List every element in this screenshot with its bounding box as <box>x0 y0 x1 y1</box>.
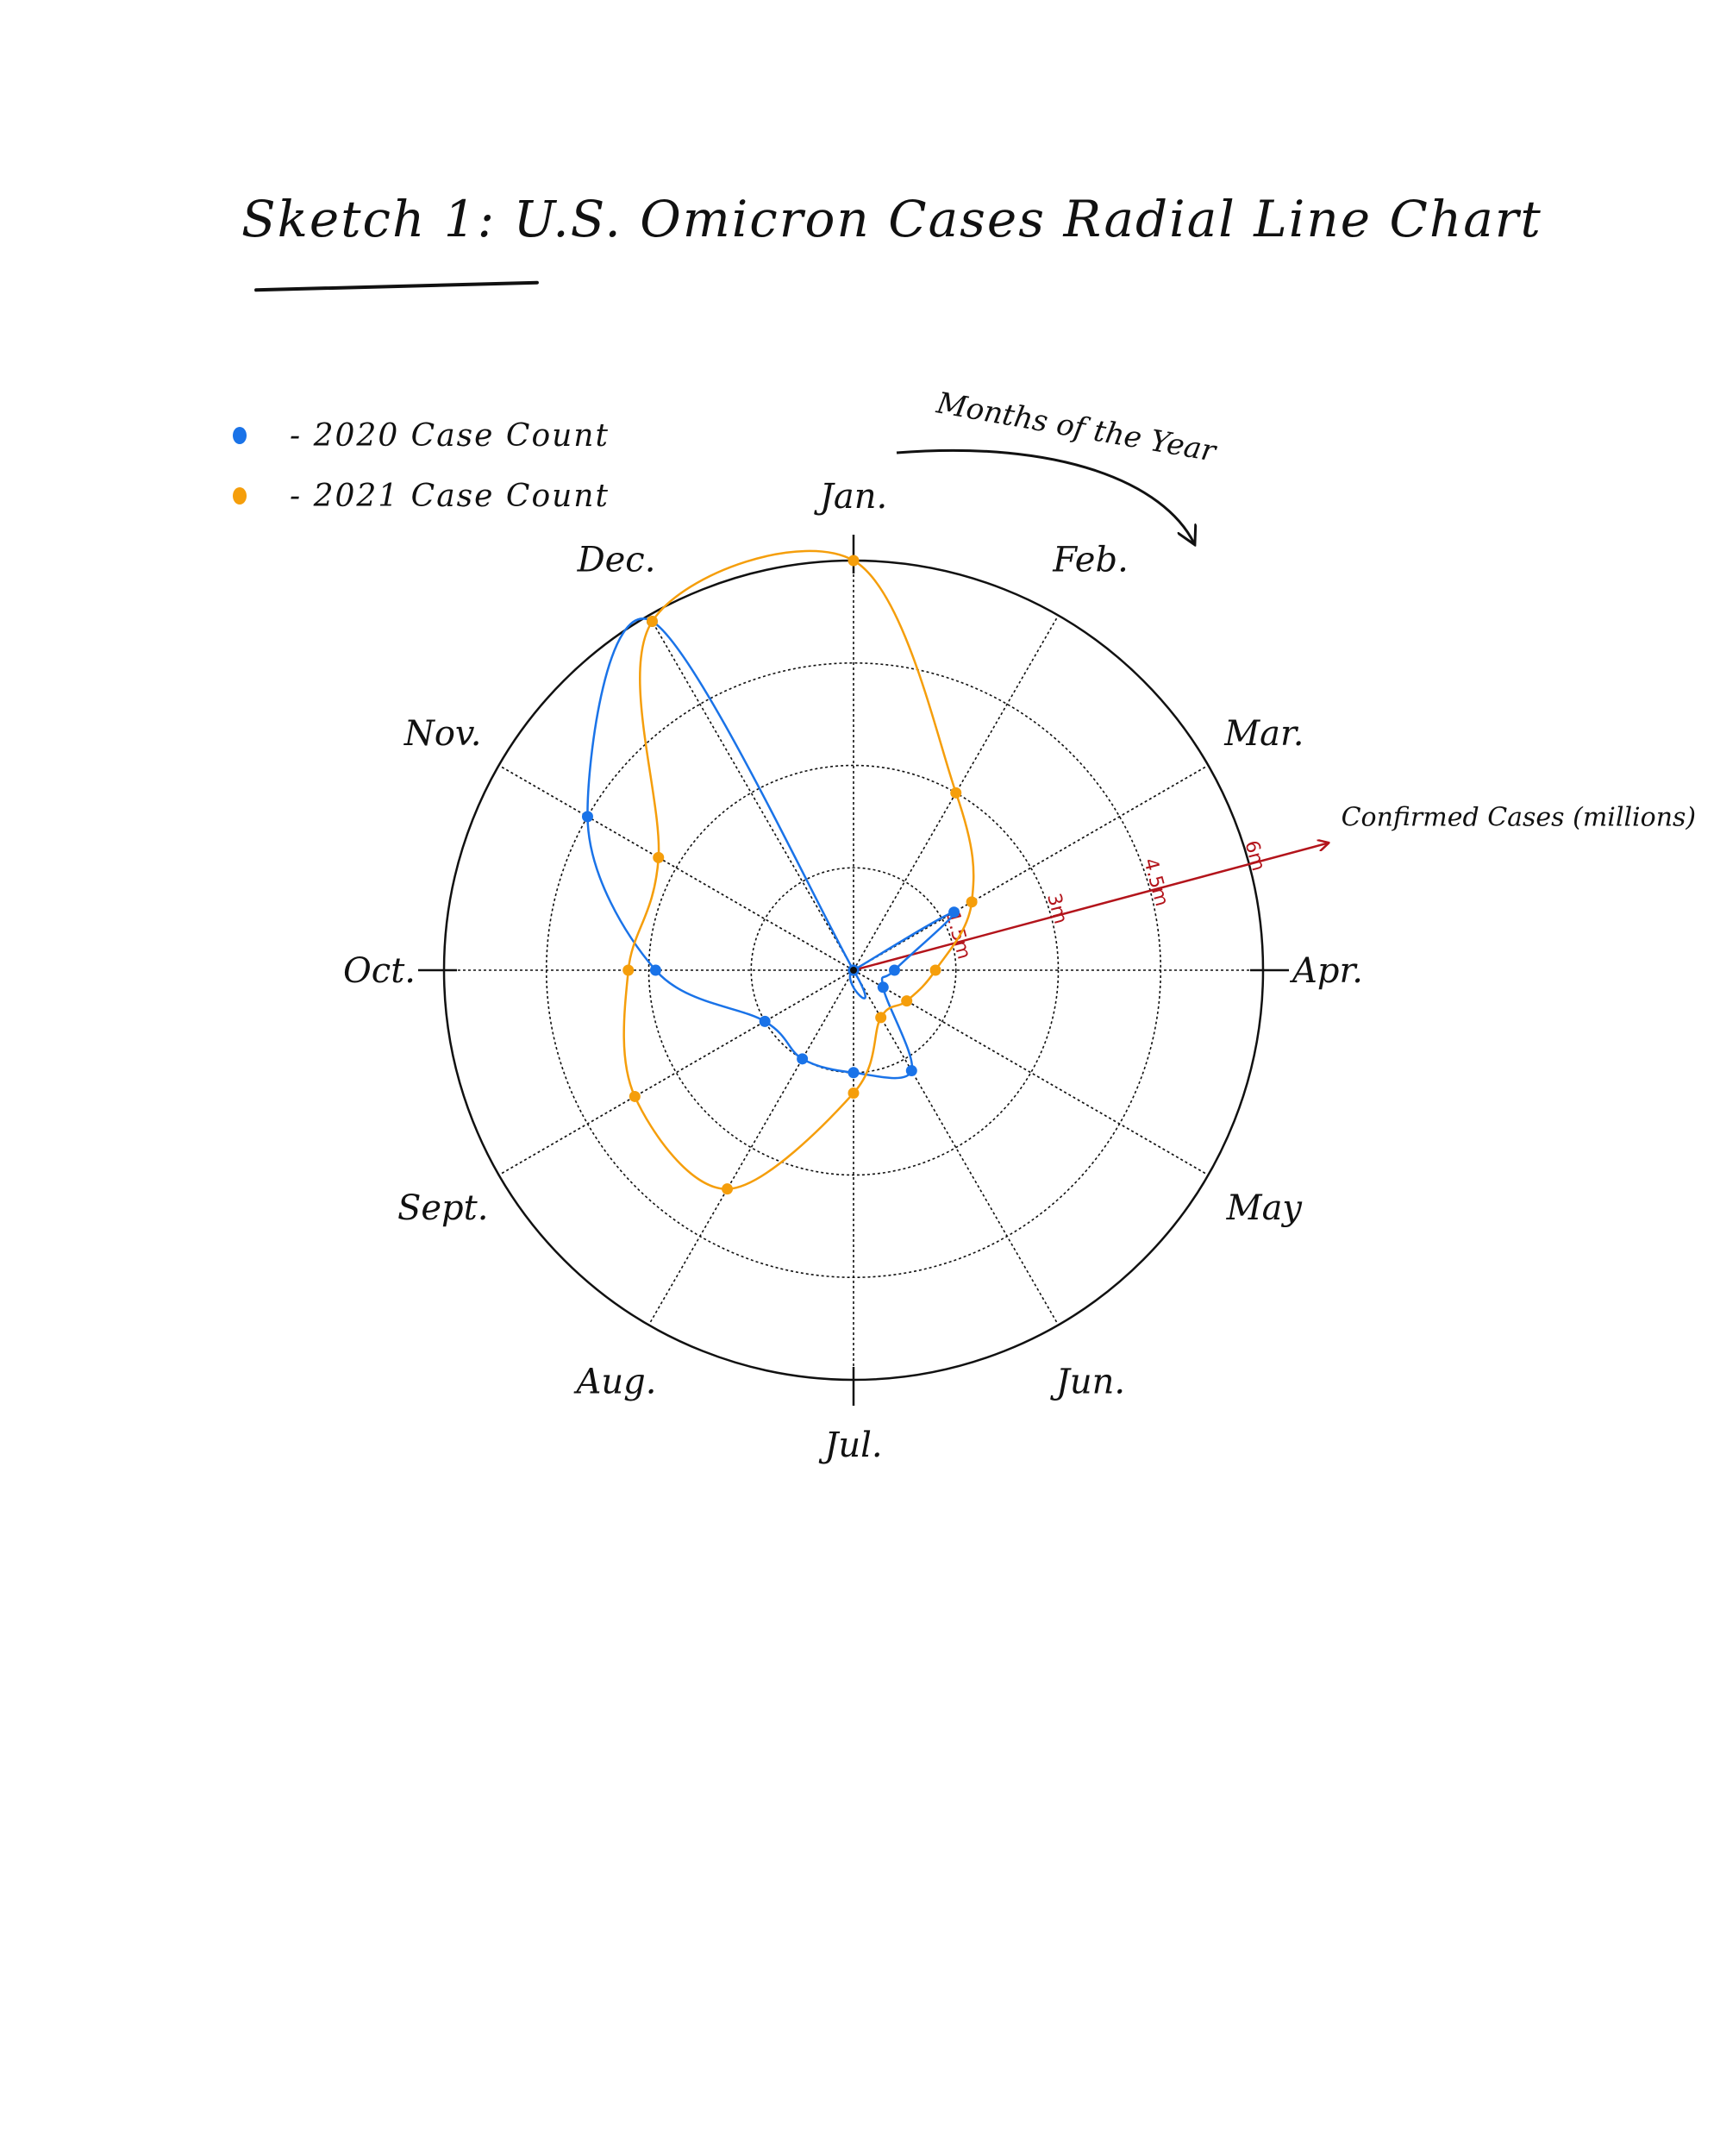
series-2-point-3 <box>966 896 978 908</box>
series-line-2 <box>622 549 975 1190</box>
grid-spoke-9 <box>498 969 854 1176</box>
series-2-point-4 <box>929 964 941 976</box>
series-2-point-7 <box>847 1087 860 1099</box>
month-label-10: Oct. <box>343 951 416 991</box>
center-point <box>850 967 857 974</box>
page-title: Sketch 1: U.S. Omicron Cases Radial Line… <box>241 190 1542 248</box>
month-label-4: Apr. <box>1289 951 1363 991</box>
series-2-point-11 <box>653 851 665 863</box>
series-2-point-5 <box>901 995 913 1007</box>
radial-tick-label-2: 3m <box>1042 891 1071 926</box>
series-1-point-3 <box>948 906 960 918</box>
month-label-6: Jun. <box>1050 1362 1125 1401</box>
series-2-point-9 <box>629 1090 641 1102</box>
month-label-7: Jul. <box>818 1426 882 1465</box>
month-label-11: Nov. <box>403 714 482 754</box>
grid-spoke-5 <box>853 969 1209 1176</box>
series-2-point-8 <box>722 1183 734 1195</box>
grid-spoke-12 <box>647 615 854 971</box>
legend-swatch-2021 <box>233 487 247 505</box>
legend: - 2020 Case Count - 2021 Case Count <box>233 405 610 526</box>
series-1-point-8 <box>797 1053 809 1065</box>
series-1-point-10 <box>649 964 661 976</box>
grid-spoke-8 <box>647 969 854 1326</box>
series-1-point-11 <box>581 811 593 823</box>
series-1-point-6 <box>905 1065 917 1077</box>
series-1-point-5 <box>877 981 889 993</box>
angular-direction-arrow <box>896 448 1194 543</box>
month-label-9: Sept. <box>397 1188 488 1228</box>
legend-label-2020: - 2020 Case Count <box>290 417 610 454</box>
month-label-8: Aug. <box>573 1362 657 1401</box>
legend-item-2021: - 2021 Case Count <box>233 466 610 526</box>
legend-label-2021: - 2021 Case Count <box>290 478 610 514</box>
series-1-point-9 <box>759 1015 771 1027</box>
series-1-point-4 <box>889 964 900 976</box>
grid-spoke-2 <box>853 615 1060 971</box>
series-2-point-12 <box>646 615 658 627</box>
series-1-point-7 <box>847 1067 860 1079</box>
grid-spoke-6 <box>853 969 1060 1326</box>
series-2-point-1 <box>847 555 860 567</box>
grid-ring-2 <box>647 764 1060 1176</box>
angular-axis-label: Months of the Year <box>933 385 1219 469</box>
radial-axis-arrow <box>853 843 1329 972</box>
radial-tick-label-3: 4.5m <box>1139 856 1173 909</box>
grid-spoke-3 <box>853 764 1209 971</box>
radial-tick-label-4: 6m <box>1240 838 1268 874</box>
series-2-point-10 <box>622 964 635 976</box>
month-label-2: Feb. <box>1052 541 1129 580</box>
legend-item-2020: - 2020 Case Count <box>233 405 610 466</box>
month-label-5: May <box>1226 1188 1304 1228</box>
legend-swatch-2020 <box>233 427 247 444</box>
series-2-point-6 <box>875 1012 887 1024</box>
radial-axis-label: Confirmed Cases (millions) <box>1342 802 1697 832</box>
month-label-1: Jan. <box>814 477 887 517</box>
month-label-12: Dec. <box>577 541 656 580</box>
month-label-3: Mar. <box>1223 714 1304 754</box>
series-2-point-2 <box>950 787 962 799</box>
grid-spoke-11 <box>498 764 854 971</box>
plot-area: Jan. Feb. Mar. Apr. May Jun. Jul. Aug. Sept. Oct.… <box>343 477 1696 1465</box>
